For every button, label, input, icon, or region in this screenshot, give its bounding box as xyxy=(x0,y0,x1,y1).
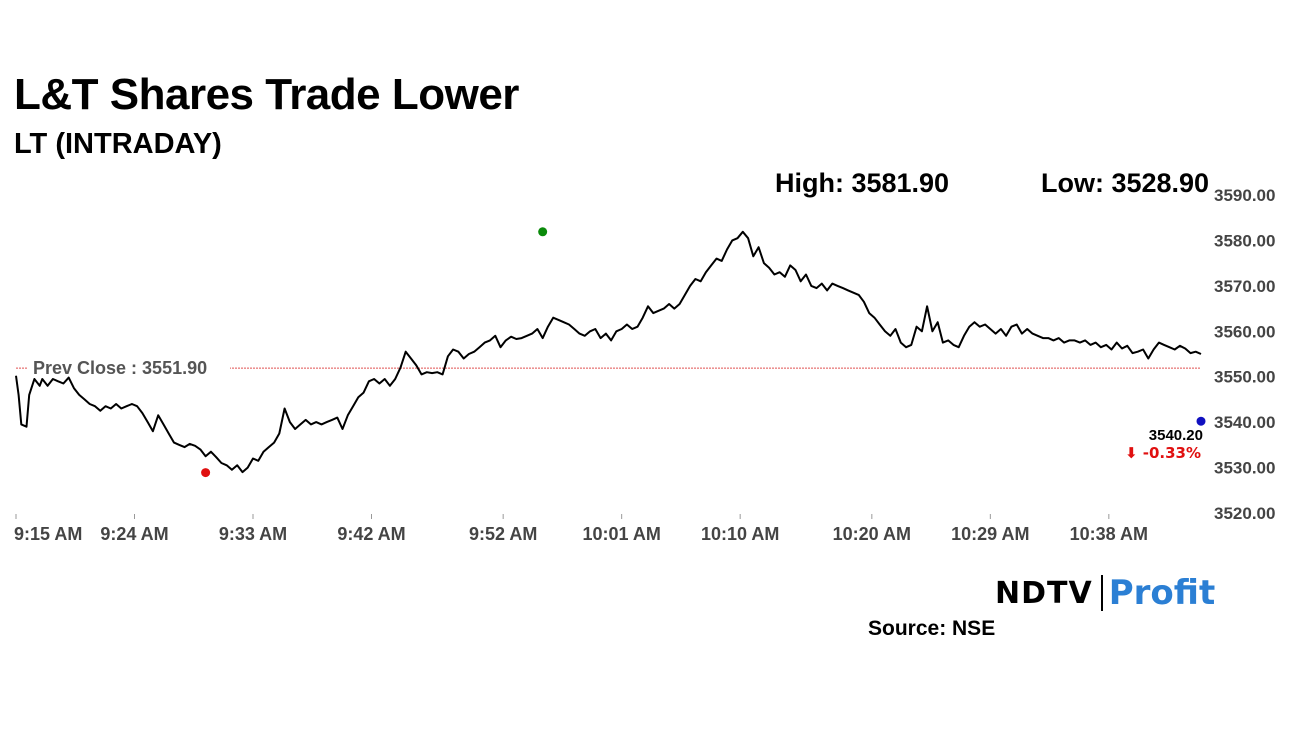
prev-close-reference: Prev Close : 3551.90 xyxy=(16,356,1201,379)
x-tick-label: 9:24 AM xyxy=(100,524,168,544)
logo-ndtv-text: NDTV xyxy=(995,575,1093,611)
y-tick-label: 3580.00 xyxy=(1214,231,1275,250)
x-tick-label: 10:20 AM xyxy=(833,524,911,544)
high-label: High: 3581.90 xyxy=(775,168,950,198)
x-tick-label: 10:29 AM xyxy=(951,524,1029,544)
last-price-label: 3540.20 xyxy=(1149,427,1203,444)
x-tick-label: 9:52 AM xyxy=(469,524,537,544)
x-tick-label: 10:38 AM xyxy=(1070,524,1148,544)
x-axis: 9:15 AM 9:24 AM 9:33 AM 9:42 AM 9:52 AM 10:01… xyxy=(14,514,1148,544)
y-tick-label: 3570.00 xyxy=(1214,277,1275,296)
logo-profit-text: Profit xyxy=(1108,573,1216,613)
x-tick-label: 10:10 AM xyxy=(701,524,779,544)
source-note: Source: NSE xyxy=(868,617,996,640)
markers: 3540.20⬇ -0.33% xyxy=(201,227,1206,478)
chart-title: L&T Shares Trade Lower xyxy=(14,70,519,119)
x-tick-label: 9:33 AM xyxy=(219,524,287,544)
price-series xyxy=(15,230,1202,474)
y-tick-label: 3550.00 xyxy=(1214,368,1275,387)
ndtv-profit-logo: NDTV Profit xyxy=(995,571,1215,615)
price-line xyxy=(15,230,1202,474)
y-axis: 3590.00 3580.00 3570.00 3560.00 3550.00 3540.… xyxy=(1214,186,1275,523)
y-tick-label: 3520.00 xyxy=(1214,504,1275,523)
x-tick-label: 9:15 AM xyxy=(14,524,82,544)
y-tick-label: 3560.00 xyxy=(1214,322,1275,341)
y-tick-label: 3590.00 xyxy=(1214,186,1275,205)
low-label: Low: 3528.90 xyxy=(1041,168,1210,198)
x-tick-label: 9:42 AM xyxy=(337,524,405,544)
low-marker xyxy=(201,468,211,478)
last-change-label: ⬇ -0.33% xyxy=(1125,444,1201,462)
chart-subtitle: LT (INTRADAY) xyxy=(14,128,222,160)
x-tick-label: 10:01 AM xyxy=(582,524,660,544)
prev-close-label: Prev Close : 3551.90 xyxy=(33,358,207,378)
high-marker xyxy=(538,227,548,237)
y-tick-label: 3540.00 xyxy=(1214,413,1275,432)
y-tick-label: 3530.00 xyxy=(1214,459,1275,478)
prev-close-label-bg xyxy=(28,356,230,379)
last-price-marker xyxy=(1196,416,1206,426)
logo-separator xyxy=(1100,575,1103,611)
